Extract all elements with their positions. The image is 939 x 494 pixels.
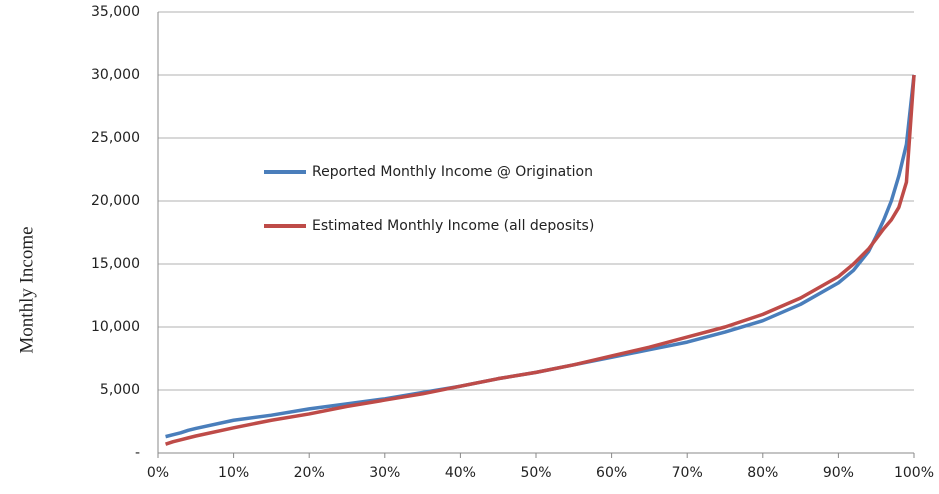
x-tick-label: 70% [672,465,703,481]
y-tick-label: - [135,445,140,461]
y-tick-label: 30,000 [91,67,140,83]
x-tick-label: 100% [894,465,934,481]
legend-label: Estimated Monthly Income (all deposits) [312,218,594,234]
y-tick-label: 10,000 [91,319,140,335]
x-tick-label: 30% [369,465,400,481]
y-tick-label: 35,000 [91,4,140,20]
x-tick-label: 10% [218,465,249,481]
y-tick-label: 20,000 [91,193,140,209]
x-tick-label: 60% [596,465,627,481]
y-axis-label: Monthly Income [16,226,37,353]
y-tick-label: 25,000 [91,130,140,146]
x-tick-label: 0% [147,465,169,481]
legend-label: Reported Monthly Income @ Origination [312,164,593,180]
x-tick-label: 40% [445,465,476,481]
y-tick-label: 5,000 [100,382,140,398]
x-tick-label: 90% [823,465,854,481]
x-tick-label: 50% [520,465,551,481]
series-line [165,74,916,439]
series-line [165,74,916,446]
x-tick-label: 80% [747,465,778,481]
y-tick-label: 15,000 [91,256,140,272]
x-tick-label: 20% [294,465,325,481]
